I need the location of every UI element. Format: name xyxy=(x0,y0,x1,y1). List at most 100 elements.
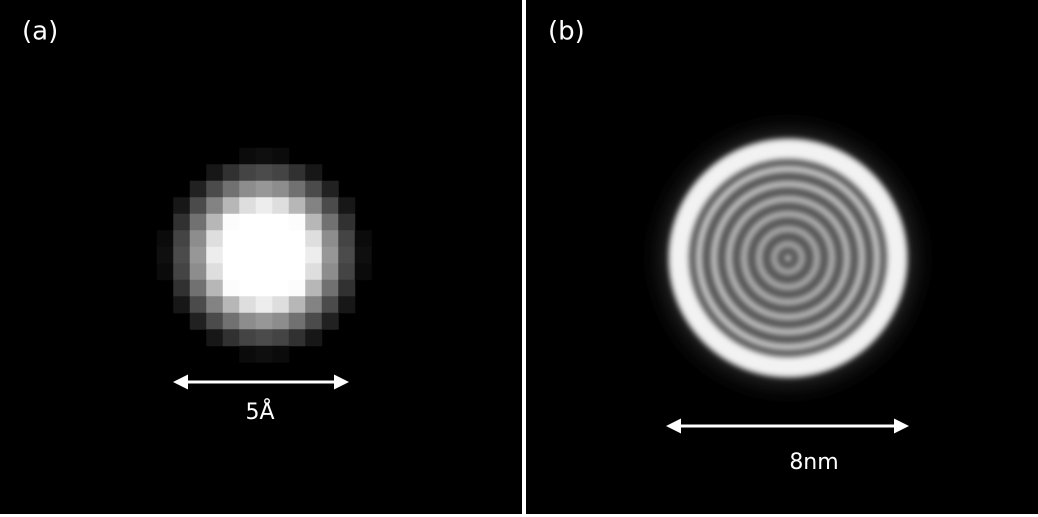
figure: (a) 5Å (b) 8nm xyxy=(0,0,1038,517)
pixel xyxy=(305,263,322,280)
rings xyxy=(679,149,897,367)
pixel xyxy=(239,263,256,280)
pixel xyxy=(289,181,306,198)
page: (a) 5Å (b) 8nm (() => { const data = JSO… xyxy=(0,0,1038,517)
pixel xyxy=(272,313,289,330)
pixel xyxy=(272,181,289,198)
pixel xyxy=(223,313,240,330)
pixel xyxy=(256,346,273,363)
pixel xyxy=(272,296,289,313)
pixel xyxy=(338,247,355,264)
pixel xyxy=(272,197,289,214)
pixel xyxy=(272,346,289,363)
pixel xyxy=(256,247,273,264)
pixel xyxy=(355,263,372,280)
pixel xyxy=(305,296,322,313)
pixel xyxy=(206,263,223,280)
pixel xyxy=(305,230,322,247)
pixel xyxy=(223,181,240,198)
pixel xyxy=(239,214,256,231)
pixel xyxy=(322,214,339,231)
pixel xyxy=(157,247,174,264)
pixel xyxy=(223,329,240,346)
pixel xyxy=(305,247,322,264)
pixel xyxy=(322,197,339,214)
pixel xyxy=(272,148,289,165)
pixel xyxy=(322,296,339,313)
pixel xyxy=(289,247,306,264)
pixel xyxy=(206,164,223,181)
pixel xyxy=(206,230,223,247)
pixel xyxy=(256,164,273,181)
pixel xyxy=(256,197,273,214)
pixel xyxy=(289,214,306,231)
pixel xyxy=(256,280,273,297)
pixel xyxy=(190,230,207,247)
pixel xyxy=(206,329,223,346)
pixel xyxy=(190,280,207,297)
pixel xyxy=(289,296,306,313)
pixel xyxy=(206,181,223,198)
pixel xyxy=(355,247,372,264)
pixel xyxy=(239,164,256,181)
pixel xyxy=(173,263,190,280)
panel-label: (a) xyxy=(22,17,58,47)
pixel xyxy=(272,329,289,346)
pixel xyxy=(289,313,306,330)
pixel xyxy=(338,230,355,247)
ring-center xyxy=(785,255,791,261)
pixel xyxy=(289,280,306,297)
pixel xyxy=(289,230,306,247)
pixel xyxy=(305,181,322,198)
pixel xyxy=(239,296,256,313)
pixel xyxy=(322,280,339,297)
pixel xyxy=(190,214,207,231)
pixel xyxy=(305,214,322,231)
pixel xyxy=(157,263,174,280)
pixel xyxy=(289,197,306,214)
pixel xyxy=(256,214,273,231)
ring-pattern xyxy=(668,138,908,378)
pixel xyxy=(338,296,355,313)
pixel xyxy=(239,313,256,330)
pixel xyxy=(206,313,223,330)
pixel xyxy=(322,263,339,280)
pixel xyxy=(272,263,289,280)
pixel xyxy=(206,296,223,313)
pixel xyxy=(190,296,207,313)
pixel xyxy=(190,247,207,264)
pixel xyxy=(223,197,240,214)
pixel xyxy=(305,197,322,214)
pixel xyxy=(173,247,190,264)
pixel xyxy=(256,296,273,313)
pixel xyxy=(272,280,289,297)
pixel xyxy=(256,313,273,330)
pixel xyxy=(173,296,190,313)
pixel xyxy=(239,329,256,346)
pixel xyxy=(239,230,256,247)
pixel xyxy=(338,263,355,280)
pixel xyxy=(239,197,256,214)
pixel xyxy=(289,164,306,181)
pixel xyxy=(239,247,256,264)
pixel xyxy=(338,197,355,214)
pixel xyxy=(190,313,207,330)
pixel xyxy=(322,181,339,198)
pixel xyxy=(223,247,240,264)
pixel xyxy=(289,263,306,280)
pixel xyxy=(322,313,339,330)
pixel xyxy=(223,263,240,280)
pixel xyxy=(173,230,190,247)
pixel xyxy=(190,181,207,198)
pixel xyxy=(239,280,256,297)
pixel xyxy=(256,329,273,346)
pixel xyxy=(190,263,207,280)
pixel xyxy=(256,181,273,198)
pixel xyxy=(338,214,355,231)
pixel xyxy=(190,197,207,214)
scale-label: 5Å xyxy=(245,398,274,425)
pixel xyxy=(223,164,240,181)
panel-label: (b) xyxy=(548,17,585,47)
pixel xyxy=(223,280,240,297)
pixel xyxy=(272,164,289,181)
